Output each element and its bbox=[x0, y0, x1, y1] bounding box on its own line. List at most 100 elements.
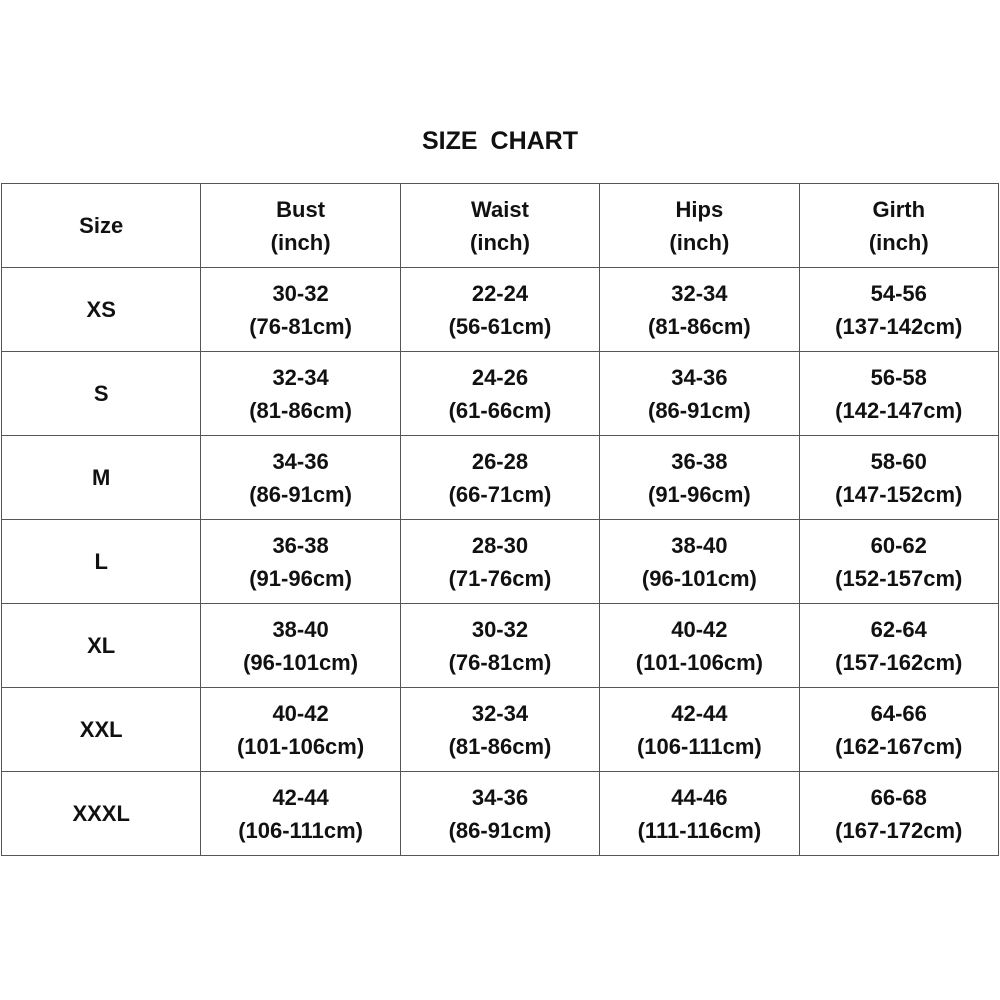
measurement-inch: 38-40 bbox=[272, 616, 329, 642]
measurement-cell: 22-24 (56-61cm) bbox=[399, 267, 601, 352]
measurement-cell: 44-46 (111-116cm) bbox=[599, 771, 800, 856]
measurement-cell: 32-34 (81-86cm) bbox=[399, 687, 601, 772]
measurement-cell: 36-38 (91-96cm) bbox=[200, 519, 401, 604]
table-row: M 34-36 (86-91cm) 26-28 (66-71cm) 36-38 (91-96… bbox=[0, 435, 999, 520]
measurement-cm: (101-106cm) bbox=[236, 733, 365, 759]
header-bust: Bust (inch) bbox=[200, 183, 401, 268]
measurement-cell: 66-68 (167-172cm) bbox=[798, 771, 999, 856]
header-unit: (inch) bbox=[868, 229, 929, 255]
measurement-cell: 40-42 (101-106cm) bbox=[200, 687, 401, 772]
measurement-inch: 58-60 bbox=[870, 448, 927, 474]
size-cell: M bbox=[0, 435, 202, 520]
measurement-cell: 38-40 (96-101cm) bbox=[200, 603, 401, 688]
measurement-cell: 34-36 (86-91cm) bbox=[599, 351, 800, 436]
measurement-cell: 60-62 (152-157cm) bbox=[798, 519, 999, 604]
measurement-cm: (162-167cm) bbox=[835, 733, 963, 759]
measurement-cell: 34-36 (86-91cm) bbox=[200, 435, 401, 520]
measurement-cm: (96-101cm) bbox=[243, 649, 359, 675]
page-title: SIZE CHART bbox=[422, 127, 578, 155]
measurement-cm: (81-86cm) bbox=[648, 313, 751, 339]
measurement-inch: 26-28 bbox=[471, 448, 529, 474]
header-unit: (inch) bbox=[270, 229, 331, 255]
measurement-inch: 30-32 bbox=[272, 280, 329, 306]
table-row: XXXL 42-44 (106-111cm) 34-36 (86-91cm) 44-46 (… bbox=[0, 771, 999, 856]
size-cell: XL bbox=[0, 603, 202, 688]
size-cell: L bbox=[0, 519, 202, 604]
measurement-cm: (86-91cm) bbox=[648, 397, 751, 423]
measurement-cell: 24-26 (61-66cm) bbox=[399, 351, 601, 436]
measurement-cm: (106-111cm) bbox=[636, 733, 762, 759]
measurement-cm: (101-106cm) bbox=[635, 649, 763, 675]
size-chart-table: Size Bust (inch) Waist (inch) Hips (inch) G… bbox=[0, 183, 999, 856]
measurement-cm: (96-101cm) bbox=[641, 565, 757, 591]
measurement-cm: (86-91cm) bbox=[249, 481, 352, 507]
measurement-cell: 42-44 (106-111cm) bbox=[200, 771, 401, 856]
table-row: XXL 40-42 (101-106cm) 32-34 (81-86cm) 42-44 (1… bbox=[0, 687, 999, 772]
table-row: XS 30-32 (76-81cm) 22-24 (56-61cm) 32-34 (81-8… bbox=[0, 267, 999, 352]
measurement-inch: 34-36 bbox=[272, 448, 329, 474]
measurement-inch: 42-44 bbox=[671, 700, 728, 726]
measurement-cell: 58-60 (147-152cm) bbox=[798, 435, 999, 520]
measurement-cm: (137-142cm) bbox=[835, 313, 963, 339]
header-waist: Waist (inch) bbox=[399, 183, 601, 268]
measurement-inch: 62-64 bbox=[870, 616, 927, 642]
measurement-cm: (66-71cm) bbox=[448, 481, 552, 507]
header-unit: (inch) bbox=[470, 229, 530, 255]
measurement-inch: 56-58 bbox=[870, 364, 927, 390]
measurement-inch: 24-26 bbox=[471, 364, 529, 390]
measurement-inch: 32-34 bbox=[471, 700, 529, 726]
header-label: Bust bbox=[276, 196, 326, 222]
measurement-cm: (86-91cm) bbox=[448, 817, 552, 843]
measurement-cm: (152-157cm) bbox=[835, 565, 963, 591]
table-row: L 36-38 (91-96cm) 28-30 (71-76cm) 38-40 (96-10… bbox=[0, 519, 999, 604]
header-label: Hips bbox=[675, 196, 724, 222]
measurement-inch: 32-34 bbox=[671, 280, 728, 306]
header-label: Girth bbox=[872, 196, 926, 222]
measurement-cell: 54-56 (137-142cm) bbox=[798, 267, 999, 352]
measurement-cell: 32-34 (81-86cm) bbox=[599, 267, 800, 352]
measurement-inch: 54-56 bbox=[870, 280, 927, 306]
measurement-cm: (167-172cm) bbox=[835, 817, 963, 843]
measurement-inch: 42-44 bbox=[272, 784, 329, 810]
measurement-cell: 26-28 (66-71cm) bbox=[399, 435, 601, 520]
measurement-inch: 66-68 bbox=[870, 784, 927, 810]
measurement-inch: 32-34 bbox=[272, 364, 329, 390]
measurement-cm: (56-61cm) bbox=[448, 313, 552, 339]
header-hips: Hips (inch) bbox=[599, 183, 800, 268]
measurement-inch: 38-40 bbox=[671, 532, 728, 558]
measurement-cm: (76-81cm) bbox=[249, 313, 352, 339]
measurement-inch: 36-38 bbox=[272, 532, 329, 558]
measurement-cell: 34-36 (86-91cm) bbox=[399, 771, 601, 856]
header-size: Size bbox=[0, 183, 202, 268]
measurement-cell: 36-38 (91-96cm) bbox=[599, 435, 800, 520]
header-row: Size Bust (inch) Waist (inch) Hips (inch) G… bbox=[0, 183, 999, 268]
measurement-cell: 64-66 (162-167cm) bbox=[798, 687, 999, 772]
measurement-cm: (106-111cm) bbox=[238, 817, 363, 843]
measurement-cm: (111-116cm) bbox=[637, 817, 762, 843]
measurement-cell: 38-40 (96-101cm) bbox=[599, 519, 800, 604]
measurement-inch: 40-42 bbox=[272, 700, 329, 726]
measurement-inch: 22-24 bbox=[471, 280, 529, 306]
measurement-cm: (71-76cm) bbox=[448, 565, 552, 591]
measurement-inch: 36-38 bbox=[671, 448, 728, 474]
size-cell: XXXL bbox=[0, 771, 202, 856]
measurement-cell: 40-42 (101-106cm) bbox=[599, 603, 800, 688]
measurement-inch: 64-66 bbox=[870, 700, 927, 726]
measurement-cm: (76-81cm) bbox=[448, 649, 552, 675]
measurement-inch: 30-32 bbox=[471, 616, 529, 642]
measurement-cell: 30-32 (76-81cm) bbox=[399, 603, 601, 688]
measurement-cm: (91-96cm) bbox=[249, 565, 352, 591]
measurement-cell: 28-30 (71-76cm) bbox=[399, 519, 601, 604]
measurement-inch: 60-62 bbox=[870, 532, 927, 558]
measurement-cm: (157-162cm) bbox=[835, 649, 963, 675]
measurement-cell: 30-32 (76-81cm) bbox=[200, 267, 401, 352]
size-cell: S bbox=[0, 351, 202, 436]
measurement-inch: 40-42 bbox=[671, 616, 728, 642]
measurement-cm: (142-147cm) bbox=[835, 397, 963, 423]
measurement-cm: (81-86cm) bbox=[249, 397, 352, 423]
measurement-cm: (147-152cm) bbox=[835, 481, 963, 507]
measurement-inch: 44-46 bbox=[671, 784, 728, 810]
size-cell: XXL bbox=[0, 687, 202, 772]
measurement-cell: 42-44 (106-111cm) bbox=[599, 687, 800, 772]
table-row: XL 38-40 (96-101cm) 30-32 (76-81cm) 40-42 (101… bbox=[0, 603, 999, 688]
